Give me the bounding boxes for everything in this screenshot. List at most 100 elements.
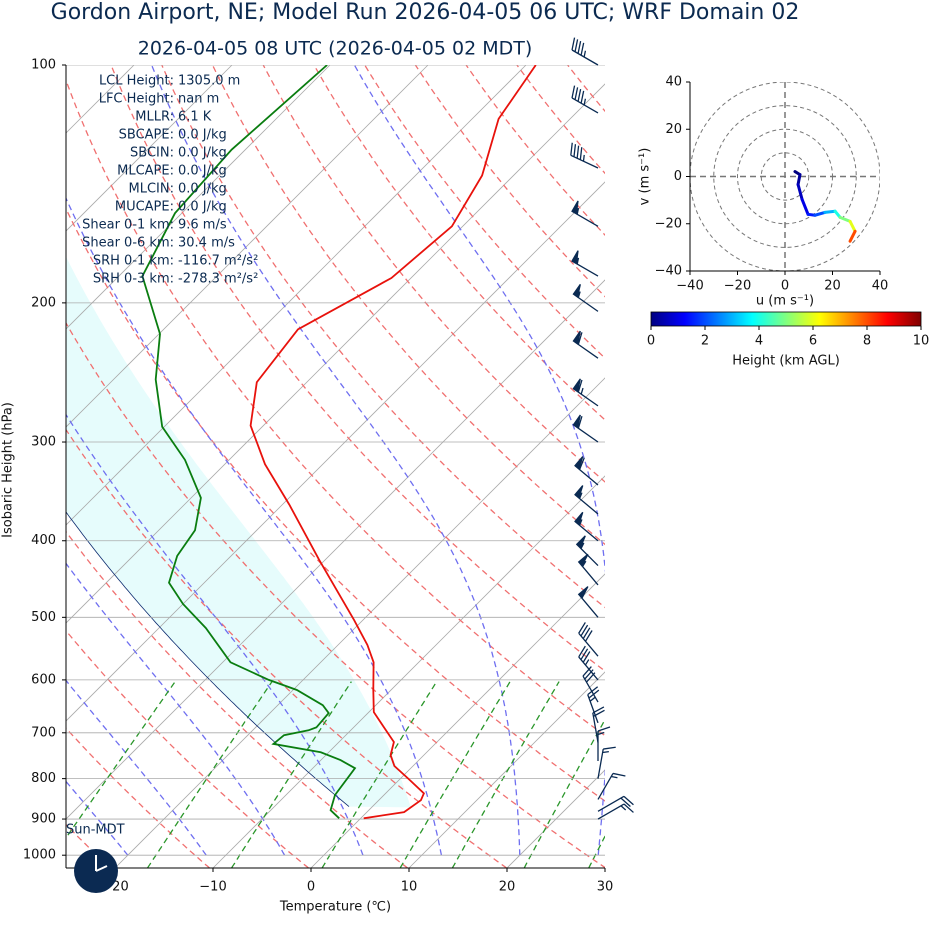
hodo-y-tick-label: 40 (665, 75, 682, 90)
hodo-segment (823, 209, 837, 214)
hodo-y-tick-label: −40 (655, 264, 682, 279)
hodo-segment (848, 229, 857, 243)
isotherm (66, 181, 605, 722)
wind-barb (578, 645, 599, 681)
mixing-ratio (523, 718, 605, 868)
param-value: 30.4 m/s (178, 236, 235, 251)
isotherm (310, 573, 605, 868)
hodo-x-tick-label: −20 (724, 279, 751, 294)
clock-label: Sun-MDT (66, 823, 125, 838)
wind-barb (597, 795, 634, 812)
dry-adiabat (262, 65, 605, 483)
moist-adiabat (66, 413, 364, 856)
mixing-ratio (321, 681, 438, 868)
moist-adiabat (66, 196, 443, 856)
dry-adiabat (618, 65, 929, 868)
dry-adiabat (161, 65, 605, 609)
wind-barb (578, 622, 599, 657)
dewpoint-line (141, 65, 357, 819)
param-label: SRH 0-3 km: (93, 272, 174, 287)
hodo-y-tick-label: 0 (674, 169, 682, 184)
param-value: 0.0 J/kg (178, 146, 227, 161)
x-tick-label: 30 (597, 880, 614, 895)
param-label: Shear 0-6 km: (82, 236, 174, 251)
dry-adiabat (66, 321, 605, 868)
hodo-y-label: v (m s⁻¹) (638, 148, 653, 206)
hodo-y-tick-label: −20 (655, 216, 682, 231)
wind-barb (592, 706, 605, 743)
subtitle: 2026-04-05 08 UTC (2026-04-05 02 MDT) (138, 38, 533, 60)
wind-barb (571, 37, 599, 66)
mixing-ratio (146, 681, 273, 868)
wind-barb (571, 85, 599, 114)
wind-barb (572, 414, 599, 443)
colorbar (650, 311, 922, 327)
dry-adiabat (720, 65, 929, 868)
param-label: SBCIN: (130, 146, 174, 161)
dry-adiabat (465, 65, 605, 236)
wind-barb (571, 250, 599, 277)
colorbar-tick-label: 6 (809, 334, 817, 349)
title: Gordon Airport, NE; Model Run 2026-04-05… (51, 0, 800, 25)
y-tick-label: 700 (31, 725, 56, 740)
dry-adiabat (66, 207, 605, 802)
isotherm (66, 65, 429, 428)
hodo-x-label: u (m s⁻¹) (756, 294, 814, 309)
param-value: 1305.0 m (178, 74, 240, 89)
y-axis-label: Isobaric Height (hPa) (1, 402, 16, 538)
dry-adiabat (110, 65, 605, 672)
hodo-segment (796, 183, 804, 201)
param-label: MLCIN: (129, 182, 174, 197)
mixing-ratio (66, 681, 176, 839)
hodo-x-tick-label: 0 (781, 279, 789, 294)
dry-adiabat (414, 65, 605, 298)
isotherm (66, 65, 331, 330)
y-tick-label: 400 (31, 533, 56, 548)
y-tick-label: 100 (31, 58, 56, 73)
x-tick-label: 10 (401, 880, 418, 895)
isotherm (66, 83, 605, 624)
param-value: 9.6 m/s (178, 218, 227, 233)
moist-adiabat (150, 65, 521, 856)
wind-barb (574, 511, 599, 542)
wind-barb (577, 586, 599, 618)
wind-barb (582, 666, 599, 703)
param-value: nan m (178, 92, 219, 107)
parcel-shade (66, 256, 411, 808)
dry-adiabat (771, 65, 929, 868)
param-label: MLLR: (135, 110, 174, 125)
param-value: 0.0 J/kg (178, 182, 227, 197)
wind-barb (574, 456, 599, 486)
colorbar-tick-label: 2 (701, 334, 709, 349)
dry-adiabat (211, 65, 605, 546)
param-label: SRH 0-1 km: (93, 254, 174, 269)
dry-adiabat (567, 65, 605, 113)
wind-barb (597, 726, 611, 762)
mixing-ratio (636, 682, 731, 868)
y-tick-label: 1000 (23, 848, 56, 863)
clock-icon (74, 849, 118, 893)
hodograph-area (690, 82, 880, 271)
wind-barb (577, 553, 599, 586)
param-label: LFC Height: (99, 92, 174, 107)
param-label: MUCAPE: (115, 200, 174, 215)
mixing-ratio (231, 681, 352, 868)
hodo-x-tick-label: 20 (824, 279, 841, 294)
colorbar-tick-label: 4 (755, 334, 763, 349)
hodo-segment (838, 215, 852, 223)
y-tick-label: 800 (31, 771, 56, 786)
isotherm (703, 65, 929, 868)
y-tick-label: 200 (31, 295, 56, 310)
colorbar-tick-label: 8 (863, 334, 871, 349)
wind-barb (572, 330, 599, 359)
y-tick-label: 300 (31, 435, 56, 450)
param-value: 0.0 J/kg (178, 164, 227, 179)
plot-area (66, 65, 929, 868)
mixing-ratio (588, 834, 605, 868)
wind-barb (587, 686, 600, 724)
moist-adiabat (66, 780, 129, 856)
dry-adiabat (66, 530, 408, 868)
